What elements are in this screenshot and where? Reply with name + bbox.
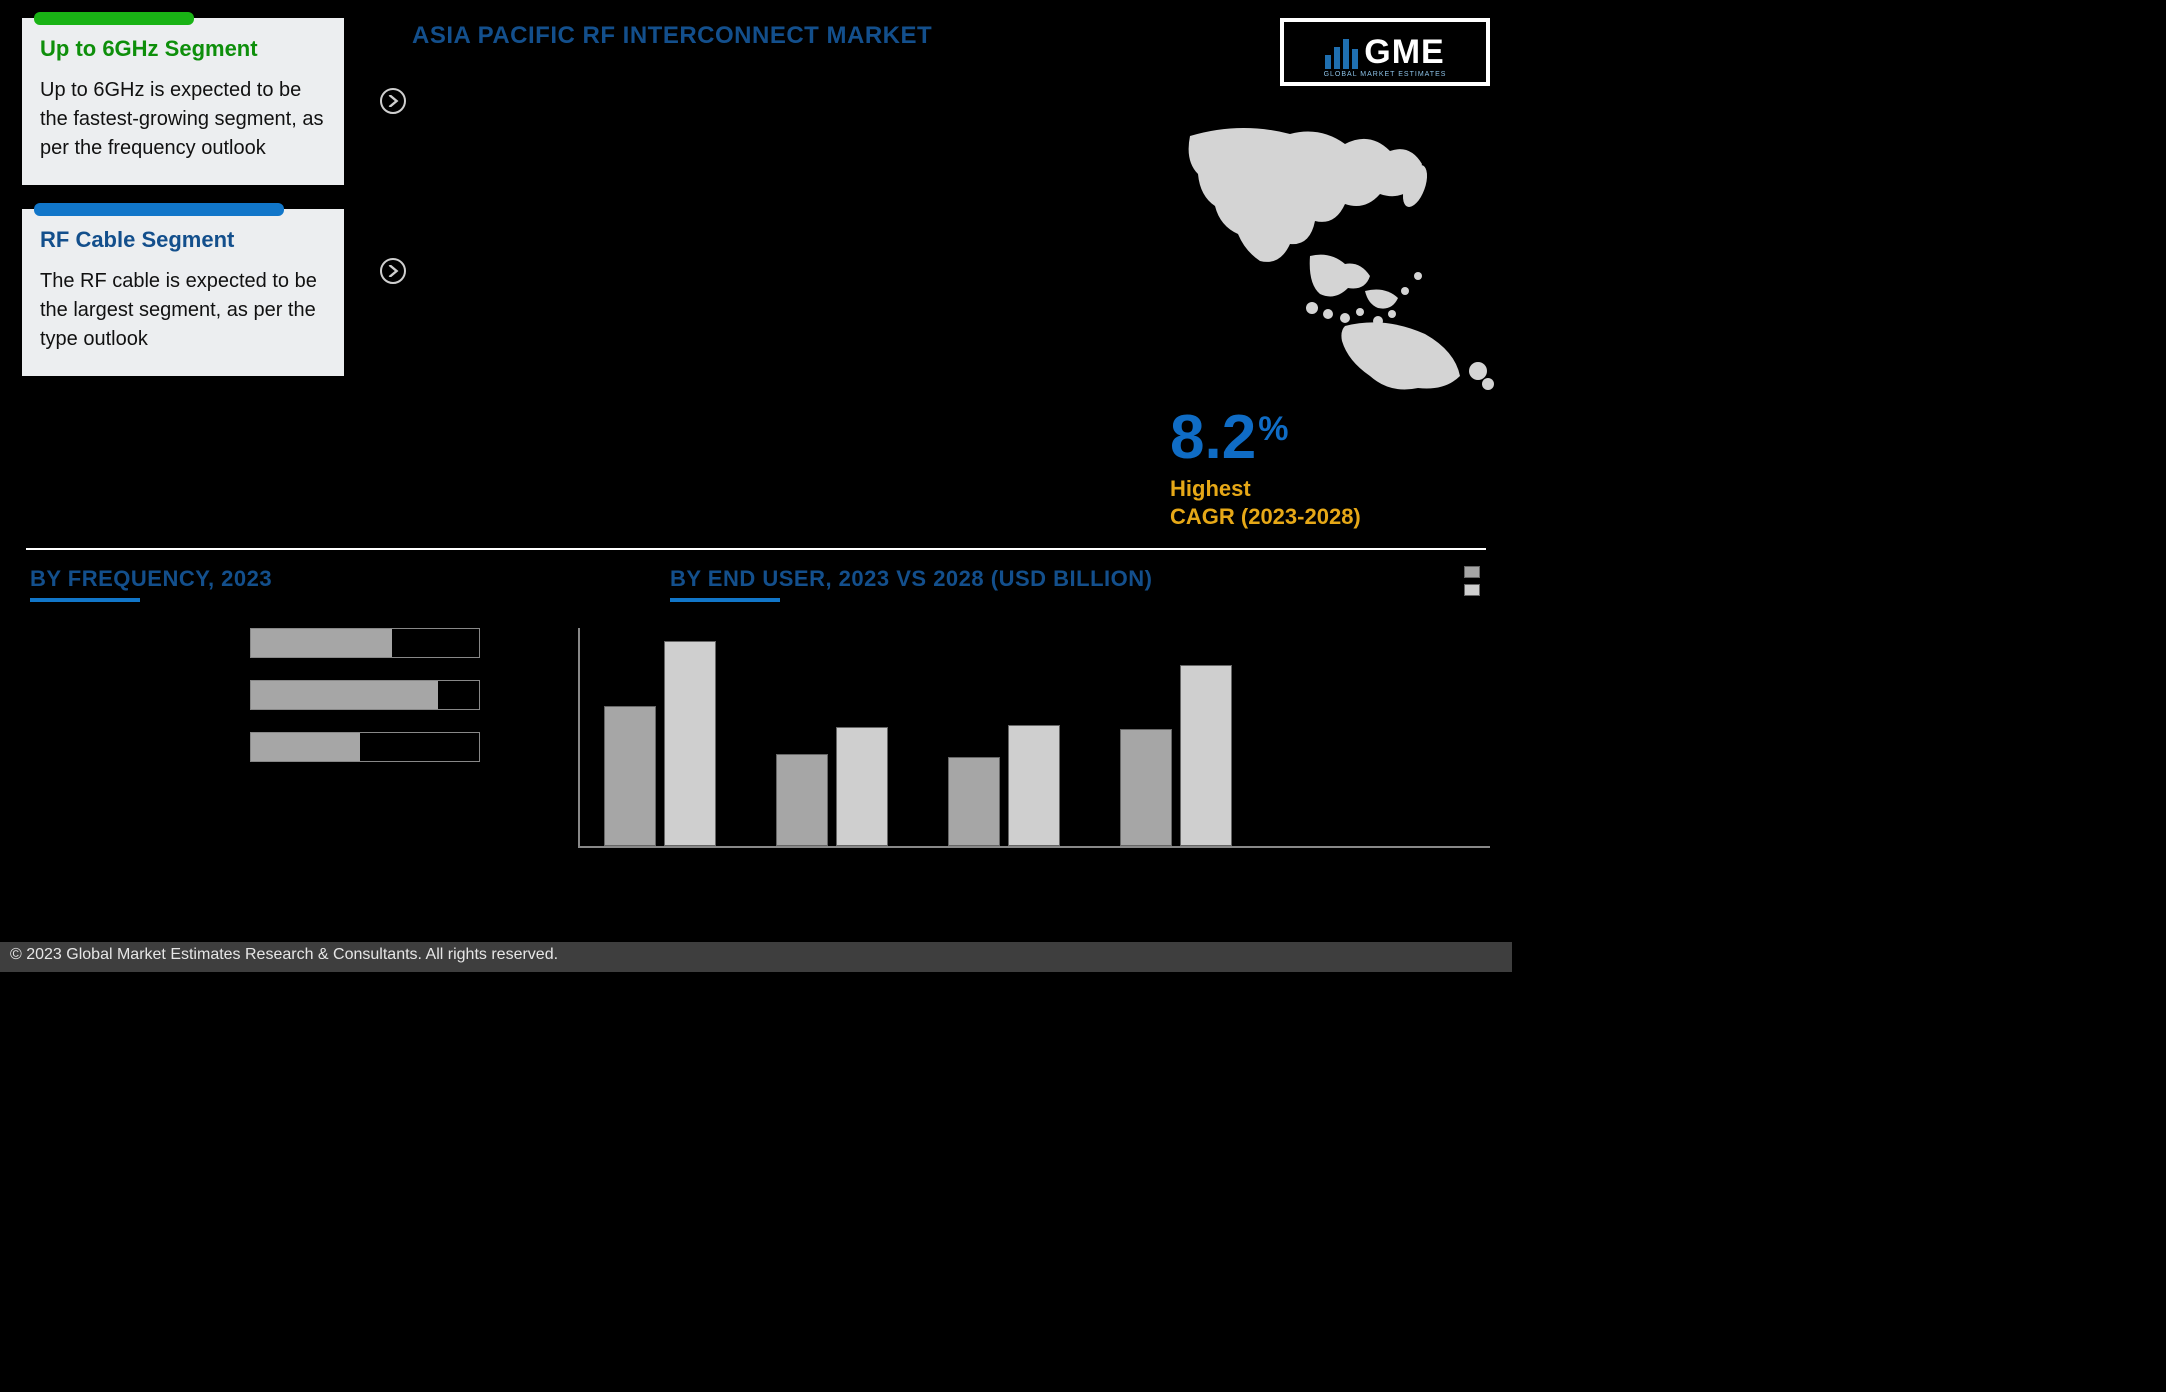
bullet-block-1	[372, 84, 1134, 114]
vbar-2023	[948, 757, 1000, 846]
chart-legend	[1464, 566, 1486, 602]
chart-title: BY FREQUENCY, 2023	[30, 566, 510, 592]
hbar-fill	[251, 733, 360, 761]
frequency-chart: BY FREQUENCY, 2023	[30, 566, 510, 906]
vbar-2028	[1008, 725, 1060, 846]
hbar-fill	[251, 681, 438, 709]
title-underline	[670, 598, 780, 602]
legend-swatch	[1464, 584, 1480, 596]
bottom-row: BY FREQUENCY, 2023 BY END USER, 2023 VS …	[22, 566, 1490, 906]
asia-pacific-map-icon	[1160, 116, 1500, 396]
hbar-row	[30, 628, 510, 658]
card-accent	[34, 12, 194, 25]
copyright-footer: © 2023 Global Market Estimates Research …	[0, 942, 1512, 972]
legend-item	[1464, 566, 1486, 578]
segment-card-6ghz: Up to 6GHz Segment Up to 6GHz is expecte…	[22, 18, 344, 185]
segment-cards-column: Up to 6GHz Segment Up to 6GHz is expecte…	[22, 18, 344, 538]
chevron-right-icon	[380, 88, 406, 114]
logo-text: GME	[1364, 33, 1444, 72]
vbar-2028	[1180, 665, 1232, 846]
hbar-list	[30, 628, 510, 762]
legend-item	[1464, 584, 1486, 596]
vbar-2023	[776, 754, 828, 846]
logo-subtext: GLOBAL MARKET ESTIMATES	[1284, 71, 1486, 78]
card-title: Up to 6GHz Segment	[40, 36, 326, 62]
hbar-track	[250, 680, 480, 710]
vbar-2028	[664, 641, 716, 846]
card-title: RF Cable Segment	[40, 227, 326, 253]
section-divider	[26, 548, 1486, 550]
segment-card-rfcable: RF Cable Segment The RF cable is expecte…	[22, 209, 344, 376]
vbar-area	[578, 628, 1490, 848]
hbar-row	[30, 680, 510, 710]
vbar-group	[948, 725, 1060, 846]
vbar-group	[604, 641, 716, 846]
hbar-track	[250, 628, 480, 658]
legend-swatch	[1464, 566, 1480, 578]
cagr-block: 8.2% Highest CAGR (2023-2028)	[1170, 402, 1361, 530]
gme-logo: GME GLOBAL MARKET ESTIMATES	[1280, 18, 1490, 86]
top-row: Up to 6GHz Segment Up to 6GHz is expecte…	[22, 18, 1490, 538]
right-column: GME GLOBAL MARKET ESTIMATES	[1162, 18, 1490, 538]
chevron-right-icon	[380, 258, 406, 284]
center-column: ASIA PACIFIC RF INTERCONNECT MARKET	[372, 18, 1134, 538]
hbar-row	[30, 732, 510, 762]
title-underline	[30, 598, 140, 602]
cagr-label: Highest CAGR (2023-2028)	[1170, 475, 1361, 530]
infographic-page: Up to 6GHz Segment Up to 6GHz is expecte…	[0, 0, 1512, 972]
vbar-group	[776, 727, 888, 846]
hbar-track	[250, 732, 480, 762]
vbar-group	[1120, 665, 1232, 846]
hbar-fill	[251, 629, 392, 657]
logo-bars-icon	[1325, 35, 1358, 69]
main-title: ASIA PACIFIC RF INTERCONNECT MARKET	[372, 22, 1134, 50]
card-body: The RF cable is expected to be the large…	[40, 267, 326, 354]
vbar-2023	[1120, 729, 1172, 846]
cagr-value: 8.2%	[1170, 402, 1361, 473]
card-accent	[34, 203, 284, 216]
enduser-chart: BY END USER, 2023 VS 2028 (USD BILLION)	[570, 566, 1490, 906]
vbar-2028	[836, 727, 888, 846]
card-body: Up to 6GHz is expected to be the fastest…	[40, 76, 326, 163]
chart-title: BY END USER, 2023 VS 2028 (USD BILLION)	[570, 566, 1490, 592]
vbar-2023	[604, 706, 656, 846]
bullet-block-2	[372, 254, 1134, 284]
